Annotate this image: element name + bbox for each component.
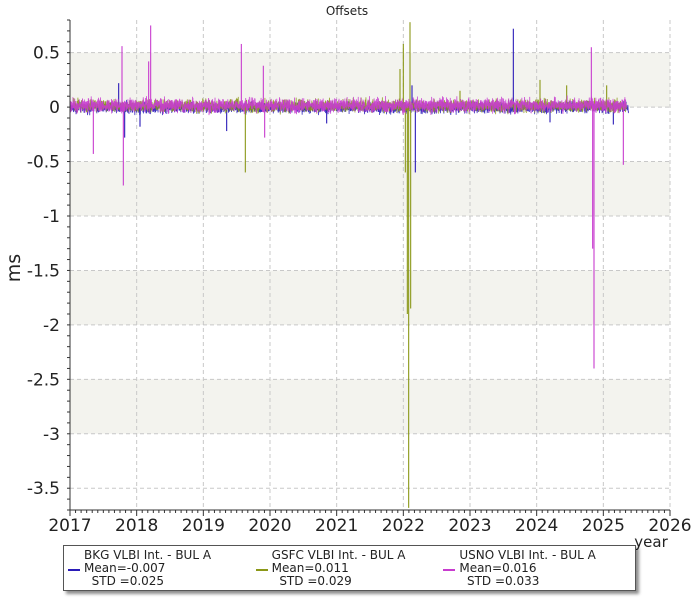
y-axis-label: ms [3, 254, 25, 282]
y-tick-label: 0.5 [33, 44, 60, 64]
legend-item-usno: USNO VLBI Int. - BUL A Mean=0.016 STD =0… [443, 549, 631, 588]
y-tick-label: -2 [43, 316, 60, 336]
x-tick-label: 2024 [515, 516, 558, 536]
band [70, 270, 670, 325]
legend-mean-bkg: Mean=-0.007 [84, 561, 166, 575]
legend-swatch-gsfc [255, 569, 268, 571]
legend-mean-usno: Mean=0.016 [459, 561, 537, 575]
y-tick-label: -2.5 [27, 370, 60, 390]
grid-lines [70, 20, 671, 510]
x-tick-label: 2025 [582, 516, 625, 536]
chart-title: Offsets [326, 4, 368, 18]
x-tick-label: 2018 [115, 516, 158, 536]
series-lines [69, 22, 629, 508]
axes: 0.5 0 -0.5 -1 -1.5 -2 -2.5 -3 -3.5 2017 2018 2019 20… [27, 19, 692, 536]
x-tick-label: 2026 [648, 516, 691, 536]
legend-label-gsfc: GSFC VLBI Int. - BUL A [271, 548, 406, 562]
y-tick-label: -0.5 [27, 153, 60, 173]
y-tick-label: -1.5 [27, 261, 60, 281]
band [70, 52, 670, 108]
x-tick-label: 2022 [382, 516, 425, 536]
y-tick-label: -1 [43, 207, 60, 227]
band [70, 161, 670, 216]
legend-mean-gsfc: Mean=0.011 [271, 561, 349, 575]
y-tick-label: 0 [49, 98, 60, 118]
legend-label-usno: USNO VLBI Int. - BUL A [459, 548, 596, 562]
legend-swatch-usno [443, 569, 456, 571]
legend-swatch-bkg [68, 569, 80, 571]
series-line [69, 95, 627, 116]
x-tick-label: 2019 [182, 516, 225, 536]
x-tick-label: 2017 [48, 516, 91, 536]
y-tick-label: -3 [43, 425, 60, 445]
legend-item-bkg: BKG VLBI Int. - BUL A Mean=-0.007 STD =0… [68, 549, 256, 588]
x-tick-label: 2021 [315, 516, 358, 536]
x-axis-label: year [634, 533, 668, 551]
chart-legend: BKG VLBI Int. - BUL A Mean=-0.007 STD =0… [63, 545, 636, 591]
legend-std-bkg: STD =0.025 [91, 574, 165, 588]
x-tick-label: 2023 [448, 516, 491, 536]
x-tick-label: 2020 [248, 516, 291, 536]
legend-label-bkg: BKG VLBI Int. - BUL A [84, 548, 212, 562]
background-bands [70, 20, 670, 510]
legend-item-gsfc: GSFC VLBI Int. - BUL A Mean=0.011 STD =0… [255, 548, 444, 588]
y-tick-label: -3.5 [27, 479, 60, 499]
series-2 [69, 25, 627, 369]
legend-std-gsfc: STD =0.029 [279, 574, 352, 588]
band [70, 379, 670, 434]
legend-std-usno: STD =0.033 [466, 574, 540, 588]
